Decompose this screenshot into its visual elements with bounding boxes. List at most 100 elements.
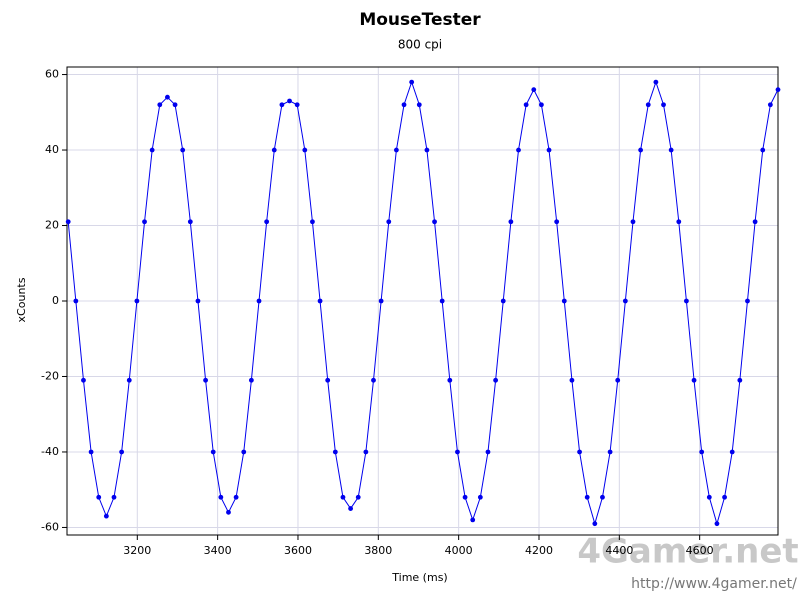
data-point [523, 102, 529, 108]
data-point [760, 147, 766, 153]
data-point [264, 219, 270, 225]
data-point [539, 102, 544, 108]
data-point [607, 449, 613, 455]
data-point [729, 449, 735, 455]
data-point [424, 147, 430, 153]
data-point [477, 494, 483, 500]
data-point [775, 87, 781, 93]
y-tick-label: -40 [41, 445, 59, 458]
data-point [348, 506, 353, 511]
x-tick-label: 3200 [123, 544, 151, 557]
data-point [126, 377, 132, 383]
data-point [256, 298, 262, 304]
data-point [157, 102, 163, 108]
data-point [81, 377, 86, 383]
watermark-url: http://www.4gamer.net/ [631, 576, 797, 592]
data-point [706, 494, 712, 500]
data-point [745, 298, 750, 304]
data-point [134, 298, 140, 304]
data-point [767, 102, 773, 108]
data-point [103, 513, 109, 519]
data-point [462, 494, 468, 500]
x-tick-label: 3800 [364, 544, 392, 557]
x-axis-label: Time (ms) [391, 571, 447, 584]
data-point [180, 147, 186, 153]
data-point [302, 147, 308, 153]
chart-title: MouseTester [359, 10, 481, 30]
data-point [470, 517, 476, 523]
data-point [332, 449, 338, 455]
data-point [416, 102, 422, 108]
data-point [218, 494, 224, 500]
data-point [615, 377, 621, 383]
data-point [401, 102, 407, 108]
data-point [241, 449, 247, 455]
x-tick-label: 4200 [525, 544, 553, 557]
data-point [363, 449, 369, 455]
data-point [653, 79, 659, 85]
data-point [317, 298, 323, 304]
data-point [722, 494, 727, 500]
data-point [279, 102, 285, 108]
data-point [668, 147, 674, 153]
x-tick-label: 3600 [284, 544, 312, 557]
data-point [393, 147, 399, 153]
data-point [752, 219, 758, 225]
data-point [699, 449, 705, 455]
y-tick-label: 60 [45, 68, 59, 81]
data-point [203, 377, 208, 383]
data-point [485, 449, 491, 455]
data-point [661, 102, 666, 108]
data-point [287, 98, 292, 104]
data-point [111, 494, 117, 500]
plot-frame [66, 66, 779, 536]
data-point [584, 494, 590, 500]
data-point [371, 377, 376, 383]
data-point [439, 298, 445, 304]
chart-subtitle: 800 cpi [398, 38, 442, 52]
x-tick-label: 4000 [445, 544, 473, 557]
data-point [65, 219, 71, 225]
x-tick-label: 4400 [605, 544, 633, 557]
data-point [546, 147, 552, 153]
x-tick-label: 3400 [204, 544, 232, 557]
data-point [386, 219, 392, 225]
data-point [294, 102, 300, 108]
data-point [592, 521, 598, 527]
data-point [516, 147, 521, 153]
data-point [622, 298, 628, 304]
data-point [554, 219, 560, 225]
data-point [600, 494, 605, 500]
data-point [73, 298, 79, 304]
data-point [531, 87, 537, 93]
y-axis-label: xCounts [15, 277, 28, 322]
data-point [355, 494, 361, 500]
data-point [737, 377, 743, 383]
data-point [508, 219, 514, 225]
data-point [569, 377, 575, 383]
series-line [67, 80, 779, 526]
data-point [432, 219, 437, 225]
data-point [172, 102, 178, 108]
data-point [210, 449, 216, 455]
data-point [638, 147, 644, 153]
data-point [378, 298, 384, 304]
data-point [500, 298, 506, 304]
data-point [88, 449, 94, 455]
y-tick-label: 20 [45, 219, 59, 232]
data-point [149, 147, 155, 153]
data-point [447, 377, 453, 383]
y-tick-label: -20 [41, 369, 59, 382]
data-point [165, 94, 170, 100]
data-point [325, 377, 331, 383]
data-point [455, 449, 460, 455]
data-point [226, 509, 231, 515]
y-tick-label: 40 [45, 143, 59, 156]
data-point [271, 147, 277, 153]
data-point [142, 219, 147, 225]
data-point [233, 494, 239, 500]
watermark: 4Gamer.net [577, 532, 798, 572]
data-point [577, 449, 582, 455]
y-tick-label: -60 [41, 520, 59, 533]
